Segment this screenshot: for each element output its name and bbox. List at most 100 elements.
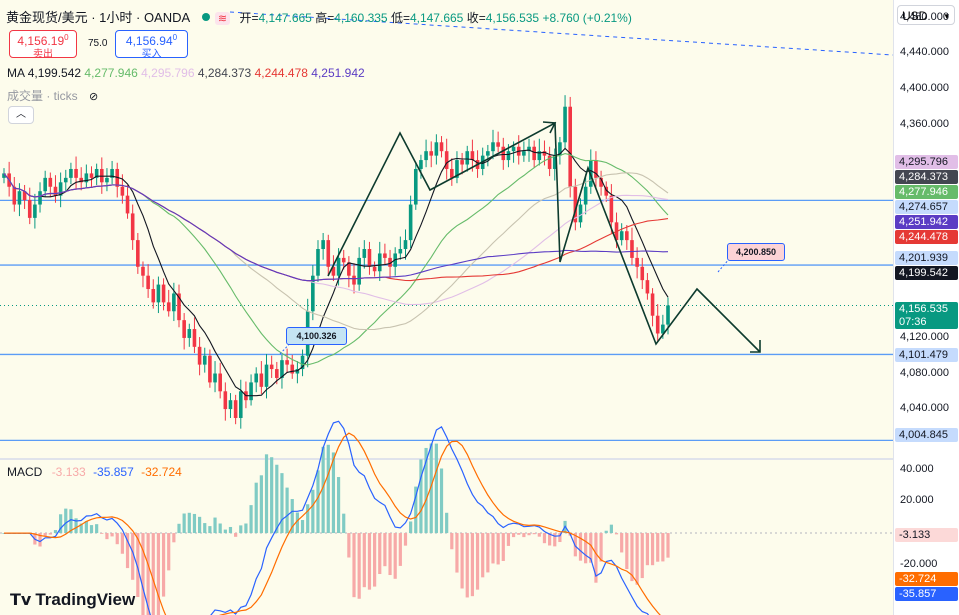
macd-histogram-bar (424, 447, 428, 534)
macd-tick-label: -20.000 (900, 557, 938, 570)
high-value: 4,160.335 (334, 11, 388, 25)
macd-legend[interactable]: MACD -3.133 -35.857 -32.724 (7, 465, 182, 479)
candle-body (465, 151, 470, 165)
macd-histogram-bar (74, 518, 78, 534)
candle-body (352, 275, 356, 285)
macd-histogram-bar (213, 517, 217, 534)
sell-label: 卖出 (33, 49, 53, 60)
chevron-down-icon: ▾ (944, 11, 949, 21)
macd-histogram-bar (156, 533, 161, 615)
macd-legend-label: MACD (7, 465, 43, 479)
macd-histogram-bar (342, 513, 346, 534)
volume-legend[interactable]: 成交量 · ticks ⊘ (7, 87, 98, 104)
macd-histogram-bar (460, 533, 464, 589)
ma-legend[interactable]: MA 4,199.542 4,277.946 4,295.796 4,284.3… (7, 66, 365, 80)
candle-body (347, 262, 351, 276)
dashed-trendline (229, 11, 894, 56)
callout-mid-price[interactable]: 4,200.850 (727, 243, 785, 261)
macd-histogram-bar (650, 533, 655, 566)
moving-average-line (3, 172, 669, 331)
macd-histogram-bar (167, 533, 171, 571)
macd-histogram-bar (187, 512, 191, 534)
macd-histogram-bar (357, 533, 361, 599)
candle-body (110, 168, 114, 178)
candle-body (130, 213, 135, 241)
currency-selector[interactable]: USD ▾ (897, 5, 955, 25)
tradingview-logo[interactable]: 𝗧𝘃 TradingView (10, 590, 135, 610)
macd-histogram-bar (501, 533, 505, 561)
candle-body (619, 231, 624, 241)
candle-body (295, 369, 300, 374)
candle-body (450, 168, 454, 178)
pane-divider[interactable] (0, 458, 959, 460)
wave-icon[interactable]: ≋ (214, 12, 231, 25)
macd-histogram-bar (69, 509, 73, 534)
macd-histogram-bar (429, 443, 433, 534)
macd-histogram-bar (522, 533, 526, 538)
ma-legend-values: 4,199.542 4,277.946 4,295.796 4,284.373 … (28, 66, 365, 80)
macd-line-value: -35.857 (93, 465, 134, 479)
sell-button[interactable]: 4,156.190 卖出 (9, 30, 77, 60)
macd-histogram-bar (38, 533, 42, 547)
candle-body (434, 142, 439, 156)
candle-body (161, 284, 166, 303)
candle-body (120, 186, 125, 196)
candle-body (105, 177, 109, 183)
macd-histogram-bar (630, 533, 634, 582)
callout-low-price[interactable]: 4,100.326 (286, 327, 347, 345)
candle-body (69, 168, 73, 178)
candle-body (136, 240, 140, 267)
candle-body (439, 142, 444, 152)
eye-off-icon[interactable]: ⊘ (89, 91, 99, 103)
macd-histogram-bar (362, 533, 366, 588)
price-axis-tag: 4,295.796 (895, 155, 958, 169)
macd-histogram-bar (532, 533, 536, 535)
candle-body (326, 240, 331, 267)
candle-body (311, 275, 315, 312)
macd-histogram-bar (89, 525, 94, 534)
buy-button[interactable]: 4,156.940 买入 (115, 30, 188, 60)
macd-histogram-bar (218, 523, 222, 534)
candle-body (403, 240, 408, 250)
candle-body (74, 168, 78, 178)
candle-body (192, 329, 197, 347)
macd-axis-tag: -32.724 (895, 572, 958, 586)
collapse-legend-button[interactable]: ︿ (8, 106, 34, 124)
chevron-up-icon: ︿ (16, 109, 26, 120)
candle-body (290, 364, 295, 374)
price-tick-label: 4,040.000 (900, 402, 949, 415)
last-price-value: 4,156.535 (899, 303, 948, 315)
candle-body (424, 151, 428, 161)
macd-histogram-bar (120, 533, 124, 554)
price-chart-pane[interactable] (0, 0, 893, 458)
symbol-title[interactable]: 黄金现货/美元 · 1小时 · OANDA (6, 10, 191, 25)
high-label: 高= (315, 11, 335, 25)
macd-histogram-bar (661, 533, 665, 562)
low-label: 低= (390, 11, 410, 25)
candle-body (151, 289, 156, 303)
macd-histogram-bar (373, 533, 377, 587)
macd-histogram-bar (496, 533, 500, 565)
candle-body (522, 151, 526, 156)
candle-body (316, 249, 320, 276)
candle-body (563, 106, 567, 143)
candle-body (17, 191, 22, 205)
macd-histogram-bar (609, 524, 613, 534)
macd-histogram-bar (295, 512, 299, 534)
candle-body (527, 146, 531, 152)
macd-histogram-bar (197, 516, 202, 534)
candle-body (511, 146, 516, 152)
macd-histogram-bar (161, 533, 166, 597)
candle-body (84, 173, 89, 183)
candle-body (383, 253, 387, 258)
candle-body (249, 382, 253, 401)
macd-histogram-bar (398, 533, 402, 566)
macd-histogram-bar (182, 513, 186, 534)
buy-price-sup: 0 (172, 33, 178, 42)
macd-histogram-bar (336, 477, 341, 534)
arrow-head (750, 340, 761, 353)
macd-histogram-bar (645, 533, 650, 566)
close-value: 4,156.535 (485, 11, 540, 25)
candle-body (38, 191, 42, 205)
